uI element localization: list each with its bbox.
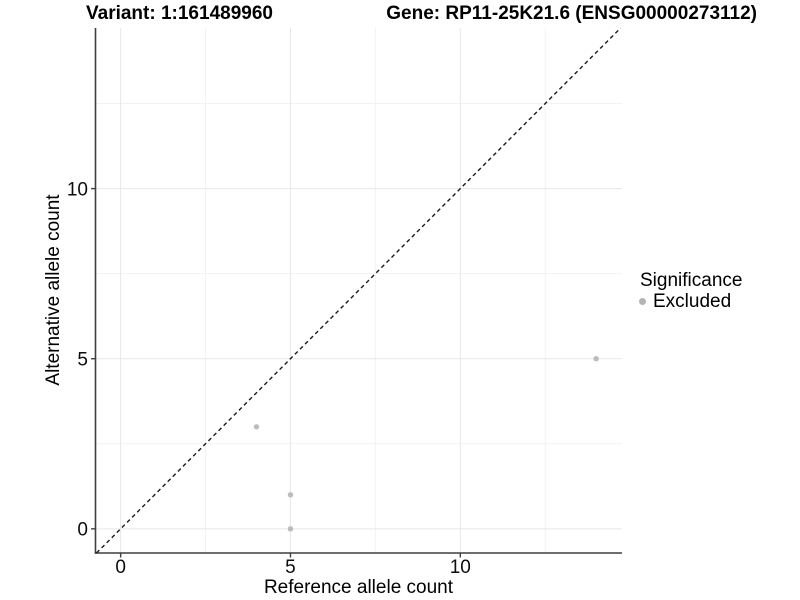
y-tick-label: 0 xyxy=(77,520,88,541)
y-axis-title: Alternative allele count xyxy=(43,194,64,386)
legend-item-label: Excluded xyxy=(653,291,732,312)
identity-line xyxy=(96,27,622,554)
x-tick-label: 10 xyxy=(450,557,471,578)
y-tick-label: 5 xyxy=(77,350,88,371)
excluded-point-swatch xyxy=(639,298,646,305)
x-tick-label: 0 xyxy=(115,557,126,578)
legend-item-excluded: Excluded xyxy=(638,291,742,312)
x-axis-title: Reference allele count xyxy=(263,577,454,598)
data-point xyxy=(253,424,260,430)
y-tick-label: 10 xyxy=(67,179,88,200)
x-tick-label: 5 xyxy=(285,557,296,578)
legend: Significance Excluded xyxy=(638,270,742,312)
plot-title-gene: Gene: RP11-25K21.6 (ENSG00000273112) xyxy=(386,3,757,24)
data-point xyxy=(287,526,294,532)
data-point xyxy=(593,356,599,362)
data-point xyxy=(287,492,294,498)
plot-title-variant: Variant: 1:161489960 xyxy=(86,3,273,24)
legend-title: Significance xyxy=(640,270,743,291)
